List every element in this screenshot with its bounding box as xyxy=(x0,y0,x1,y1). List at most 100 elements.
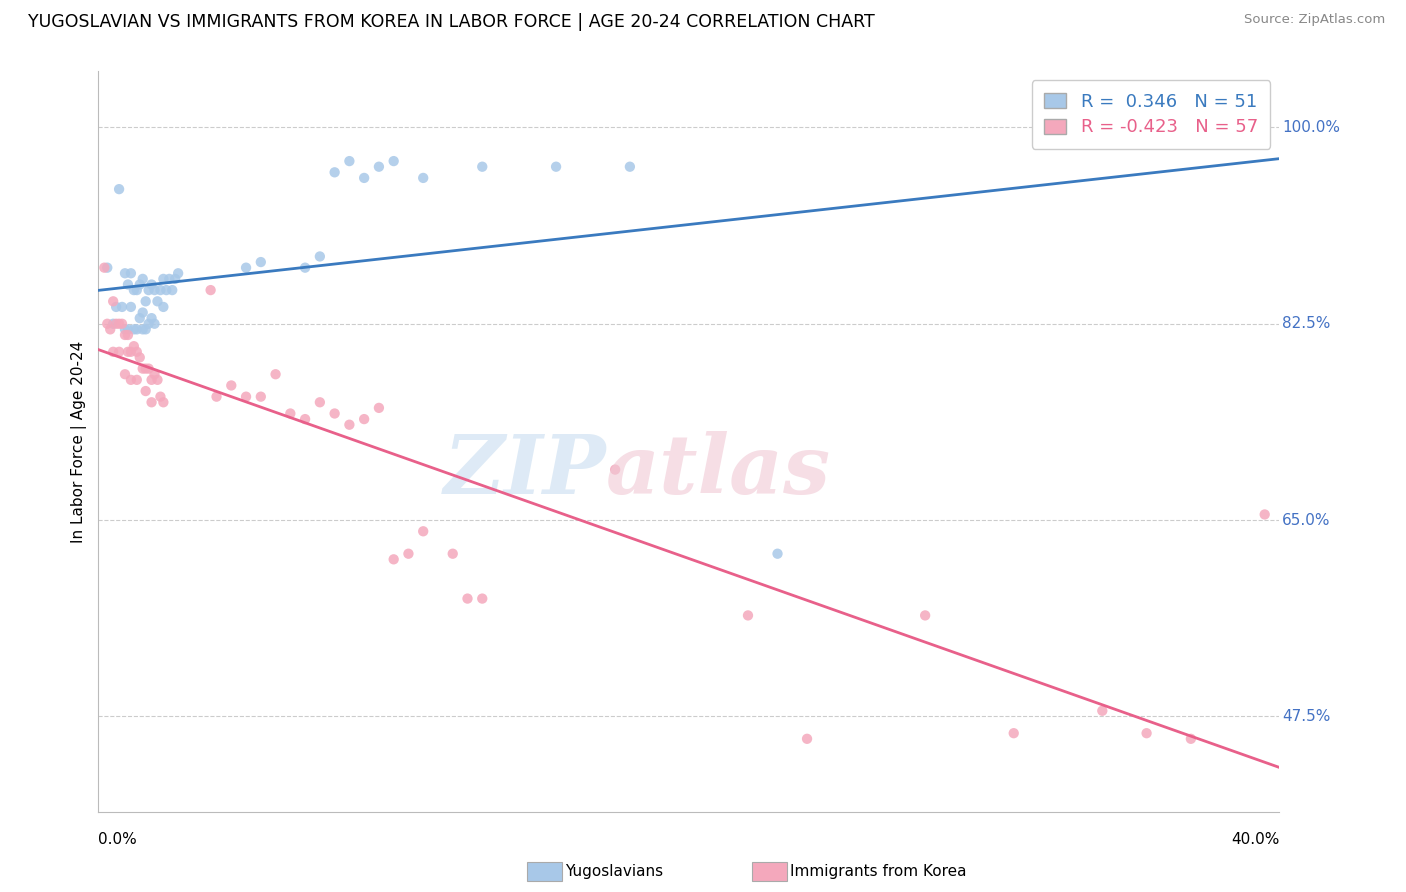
Point xyxy=(103,317,125,331)
Point xyxy=(737,608,759,623)
Point xyxy=(157,272,180,286)
Point xyxy=(122,283,145,297)
Point xyxy=(141,395,163,409)
Point xyxy=(132,272,155,286)
Point xyxy=(114,266,136,280)
Point xyxy=(382,154,405,169)
Point xyxy=(167,266,190,280)
Point xyxy=(337,154,360,169)
Point xyxy=(412,170,434,185)
Point xyxy=(146,373,169,387)
Point xyxy=(456,591,478,606)
Point xyxy=(105,317,128,331)
Text: 82.5%: 82.5% xyxy=(1282,317,1330,331)
Text: YUGOSLAVIAN VS IMMIGRANTS FROM KOREA IN LABOR FORCE | AGE 20-24 CORRELATION CHAR: YUGOSLAVIAN VS IMMIGRANTS FROM KOREA IN … xyxy=(28,13,875,31)
Point xyxy=(471,160,494,174)
Point xyxy=(103,344,125,359)
Point xyxy=(619,160,641,174)
Point xyxy=(605,462,627,476)
Point xyxy=(138,361,160,376)
Point xyxy=(114,368,136,382)
Point xyxy=(149,390,172,404)
Point xyxy=(294,412,316,426)
Point xyxy=(105,300,128,314)
Point xyxy=(1091,704,1114,718)
Point xyxy=(250,255,273,269)
Point xyxy=(132,361,155,376)
Point xyxy=(125,344,148,359)
Point xyxy=(235,260,257,275)
Point xyxy=(1135,726,1157,740)
Point xyxy=(138,283,160,297)
Text: 0.0%: 0.0% xyxy=(98,832,138,847)
Text: ZIP: ZIP xyxy=(444,431,606,511)
Point xyxy=(128,311,150,326)
Point xyxy=(200,283,222,297)
Point xyxy=(98,322,121,336)
Point xyxy=(146,294,169,309)
Point xyxy=(138,317,160,331)
Point xyxy=(1002,726,1025,740)
Point xyxy=(205,390,228,404)
Point xyxy=(103,294,125,309)
Point xyxy=(96,260,118,275)
Point xyxy=(309,250,332,264)
Text: atlas: atlas xyxy=(606,431,831,511)
Point xyxy=(441,547,464,561)
Text: Immigrants from Korea: Immigrants from Korea xyxy=(790,864,967,879)
Point xyxy=(132,322,155,336)
Point xyxy=(122,339,145,353)
Point xyxy=(141,277,163,292)
Point xyxy=(219,378,242,392)
Point xyxy=(353,412,375,426)
Text: 65.0%: 65.0% xyxy=(1282,513,1330,527)
Text: Yugoslavians: Yugoslavians xyxy=(565,864,664,879)
Y-axis label: In Labor Force | Age 20-24: In Labor Force | Age 20-24 xyxy=(72,341,87,542)
Point xyxy=(125,322,148,336)
Point xyxy=(120,344,142,359)
Text: 100.0%: 100.0% xyxy=(1282,120,1340,135)
Point xyxy=(165,272,187,286)
Point xyxy=(132,305,155,319)
Point xyxy=(111,300,134,314)
Point xyxy=(250,390,273,404)
Point xyxy=(114,322,136,336)
Point xyxy=(120,373,142,387)
Point xyxy=(128,277,150,292)
Point xyxy=(368,401,391,415)
Point xyxy=(120,266,142,280)
Point xyxy=(396,547,419,561)
Point xyxy=(125,373,148,387)
Point xyxy=(1254,508,1277,522)
Point xyxy=(114,328,136,343)
Point xyxy=(235,390,257,404)
Point xyxy=(143,283,166,297)
Point xyxy=(128,351,150,365)
Point xyxy=(143,368,166,382)
Point xyxy=(294,260,316,275)
Point xyxy=(412,524,434,539)
Point xyxy=(108,344,131,359)
Point xyxy=(135,294,157,309)
Point xyxy=(117,277,139,292)
Point xyxy=(135,361,157,376)
Point xyxy=(117,322,139,336)
Point xyxy=(143,317,166,331)
Point xyxy=(337,417,360,432)
Point xyxy=(135,384,157,398)
Point xyxy=(152,395,174,409)
Point xyxy=(108,182,131,196)
Point xyxy=(309,395,332,409)
Point xyxy=(141,373,163,387)
Point xyxy=(162,283,183,297)
Point xyxy=(264,368,287,382)
Point xyxy=(152,272,174,286)
Point xyxy=(135,322,157,336)
Point xyxy=(96,317,118,331)
Point xyxy=(914,608,936,623)
Text: Source: ZipAtlas.com: Source: ZipAtlas.com xyxy=(1244,13,1385,27)
Legend: R =  0.346   N = 51, R = -0.423   N = 57: R = 0.346 N = 51, R = -0.423 N = 57 xyxy=(1032,80,1271,149)
Point xyxy=(796,731,818,746)
Point xyxy=(120,300,142,314)
Point xyxy=(108,317,131,331)
